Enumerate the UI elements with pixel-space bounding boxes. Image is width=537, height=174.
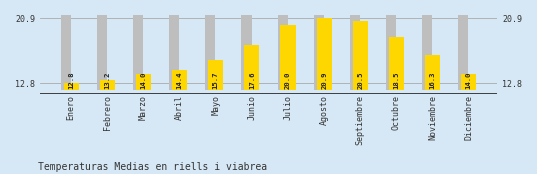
Text: 15.7: 15.7 — [213, 72, 219, 89]
Bar — [317, 18, 332, 90]
Text: 14.0: 14.0 — [141, 72, 147, 89]
Bar — [353, 21, 368, 90]
Text: 12.8: 12.8 — [68, 72, 74, 89]
Text: 14.4: 14.4 — [177, 72, 183, 89]
Text: Temperaturas Medias en riells i viabrea: Temperaturas Medias en riells i viabrea — [38, 162, 267, 172]
Bar — [461, 74, 476, 90]
Bar — [63, 83, 79, 90]
Bar — [350, 0, 360, 90]
Bar — [97, 0, 107, 90]
Text: 16.3: 16.3 — [430, 72, 436, 89]
Bar — [458, 0, 468, 90]
Bar — [133, 0, 143, 90]
Bar — [172, 70, 187, 90]
Text: 20.5: 20.5 — [357, 72, 364, 89]
Bar — [169, 0, 179, 90]
Bar — [314, 0, 324, 90]
Text: 20.0: 20.0 — [285, 72, 291, 89]
Bar — [278, 0, 288, 90]
Text: 14.0: 14.0 — [466, 72, 472, 89]
Bar — [208, 60, 223, 90]
Bar — [425, 55, 440, 90]
Bar — [389, 37, 404, 90]
Bar — [242, 0, 251, 90]
Bar — [205, 0, 215, 90]
Bar — [100, 80, 115, 90]
Text: 20.9: 20.9 — [321, 72, 327, 89]
Text: 18.5: 18.5 — [394, 72, 400, 89]
Bar — [280, 25, 295, 90]
Bar — [386, 0, 396, 90]
Bar — [61, 0, 71, 90]
Bar — [244, 45, 259, 90]
Text: 17.6: 17.6 — [249, 72, 255, 89]
Text: 13.2: 13.2 — [104, 72, 110, 89]
Bar — [422, 0, 432, 90]
Bar — [136, 74, 151, 90]
